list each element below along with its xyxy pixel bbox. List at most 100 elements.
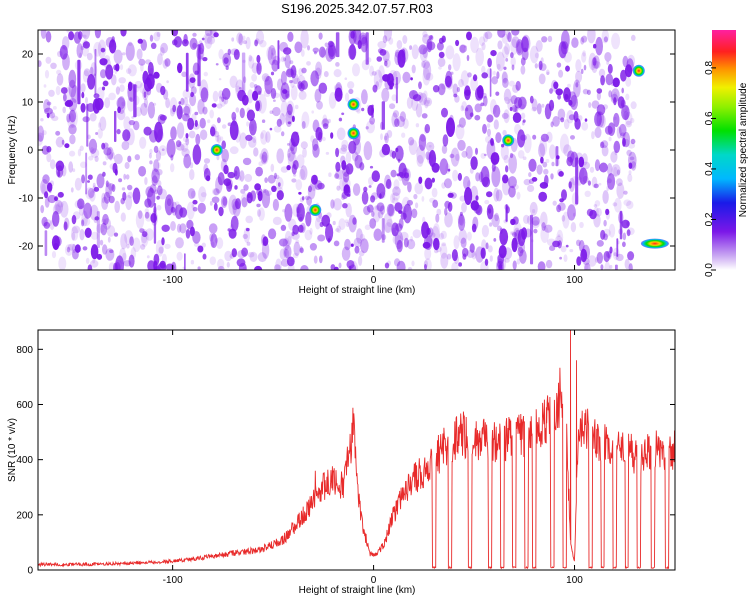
spectrogram-noise-speck — [57, 50, 63, 58]
spectrogram-noise-speck — [622, 232, 627, 241]
spectrogram-noise-speck — [160, 85, 166, 96]
spectrogram-noise-speck — [622, 137, 626, 147]
spectrogram-noise-speck — [199, 129, 208, 141]
spectrogram-noise-speck — [467, 180, 471, 189]
spectrogram-noise-speck — [121, 52, 126, 56]
spectrogram-noise-speck — [558, 171, 564, 177]
spectrogram-noise-speck — [579, 221, 584, 229]
spectrogram-noise-speck — [428, 145, 432, 148]
spectrogram-noise-speck — [459, 44, 466, 54]
spectrogram-noise-speck — [216, 237, 224, 249]
spectrogram-noise-speck — [621, 219, 630, 229]
spectrogram-noise-speck — [504, 258, 510, 263]
spectrogram-noise-speck — [502, 129, 507, 136]
spectrogram-noise-speck — [578, 115, 583, 121]
spectrogram-noise-speck — [216, 134, 222, 144]
spectrogram-noise-speck — [310, 135, 315, 143]
spectrogram-noise-speck — [457, 213, 464, 226]
spectrogram-noise-speck — [459, 211, 463, 216]
spectrogram-noise-speck — [290, 259, 294, 263]
spectrogram-noise-speck — [254, 265, 263, 270]
spectrogram-noise-speck — [497, 40, 503, 50]
spectrogram-noise-speck — [546, 71, 550, 76]
spectrogram-noise-speck — [61, 139, 65, 145]
spectrogram-noise-speck — [371, 211, 375, 217]
spectrogram-noise-speck — [600, 229, 606, 240]
spectrogram-noise-speck — [459, 44, 467, 53]
spectrogram-noise-speck — [606, 250, 612, 258]
spectrogram-noise-speck — [238, 87, 242, 90]
spectrogram-noise-speck — [108, 39, 117, 54]
spectrogram-noise-speck — [312, 174, 318, 184]
spectrogram-noise-speck — [291, 178, 297, 183]
spectrogram-noise-speck — [77, 31, 83, 40]
spectrogram-noise-speck — [470, 156, 478, 170]
spectrogram-noise-speck — [171, 261, 177, 270]
spectrogram-noise-speck — [115, 86, 120, 95]
spectrogram-noise-speck — [448, 191, 454, 197]
spectrogram-noise-speck — [581, 121, 589, 131]
spectrogram-noise-speck — [493, 187, 500, 202]
spectrogram-noise-speck — [507, 31, 512, 43]
spectrogram-noise-speck — [624, 64, 633, 78]
snr-axes: -100 0 100 0 200 400 600 800 — [16, 330, 675, 586]
spectrogram-noise-speck — [254, 183, 261, 191]
spectrogram-noise-speck — [613, 140, 621, 153]
spectrogram-noise-speck — [448, 64, 452, 71]
spectrogram-noise-speck — [272, 216, 282, 226]
spectrogram-noise-speck — [209, 30, 217, 39]
spectrogram-noise-speck — [523, 178, 531, 186]
spectrogram-noise-speck — [509, 152, 514, 159]
spectrogram-noise-speck — [612, 202, 618, 207]
spectrogram-noise-speck — [556, 204, 562, 213]
spectrogram-noise-speck — [464, 85, 471, 101]
spectrogram-noise-speck — [144, 177, 148, 185]
spectrogram-noise-speck — [165, 97, 171, 109]
spectrogram-noise-speck — [217, 117, 221, 124]
spectrogram-noise-speck — [501, 112, 509, 119]
spectrogram-noise-speck — [187, 117, 195, 130]
spectrogram-noise-speck — [507, 176, 517, 189]
spectrogram-noise-speck — [348, 88, 354, 95]
spectrogram-noise-speck — [155, 240, 164, 257]
spectrogram-noise-speck — [176, 105, 183, 120]
spectrogram-noise-speck — [587, 255, 597, 267]
spectrogram-noise-speck — [563, 119, 570, 130]
spectrogram-noise-speck — [517, 150, 525, 159]
spectrogram-noise-speck — [438, 66, 442, 70]
spectrogram-streak — [335, 32, 340, 58]
spectrogram-noise-speck — [434, 249, 439, 254]
spectrogram-noise-speck — [469, 112, 474, 117]
spectrogram-noise-speck — [161, 253, 167, 264]
spectrogram-noise-speck — [491, 76, 499, 85]
spectrogram-noise-speck — [631, 34, 636, 42]
spectrogram-noise-speck — [594, 257, 599, 263]
spectrogram-noise-speck — [442, 134, 449, 147]
spectrogram-noise-speck — [611, 88, 620, 102]
spectrogram-noise-speck — [450, 192, 457, 199]
spectrogram-noise-speck — [296, 210, 300, 218]
spectrogram-noise-speck — [281, 131, 285, 137]
spectrogram-noise-speck — [144, 211, 150, 219]
spectrogram-noise-speck — [228, 194, 238, 215]
spectrogram-noise-speck — [600, 141, 605, 149]
spectrogram-noise-speck — [449, 153, 455, 159]
spectrogram-noise-speck — [102, 161, 107, 166]
spectrogram-noise-speck — [297, 224, 306, 233]
spectrogram-noise-speck — [380, 205, 385, 215]
spectrogram-noise-speck — [369, 165, 374, 169]
spectrogram-noise-speck — [609, 264, 613, 269]
spectrogram-noise-speck — [287, 147, 295, 162]
spectrogram-noise-speck — [287, 143, 290, 146]
spectrogram-noise-speck — [284, 54, 291, 69]
spectrogram-noise-speck — [475, 47, 485, 67]
spectrogram-noise-speck — [571, 37, 579, 48]
spectrogram-noise-speck — [40, 30, 47, 39]
spectrogram-noise-speck — [383, 135, 388, 141]
spectrogram-noise-speck — [189, 37, 198, 50]
spectrogram-noise-speck — [541, 36, 548, 43]
spectrogram-noise-speck — [242, 266, 248, 270]
spectrogram-noise-speck — [478, 171, 484, 183]
spectrogram-noise-speck — [89, 190, 96, 202]
spectrogram-noise-speck — [158, 145, 167, 156]
